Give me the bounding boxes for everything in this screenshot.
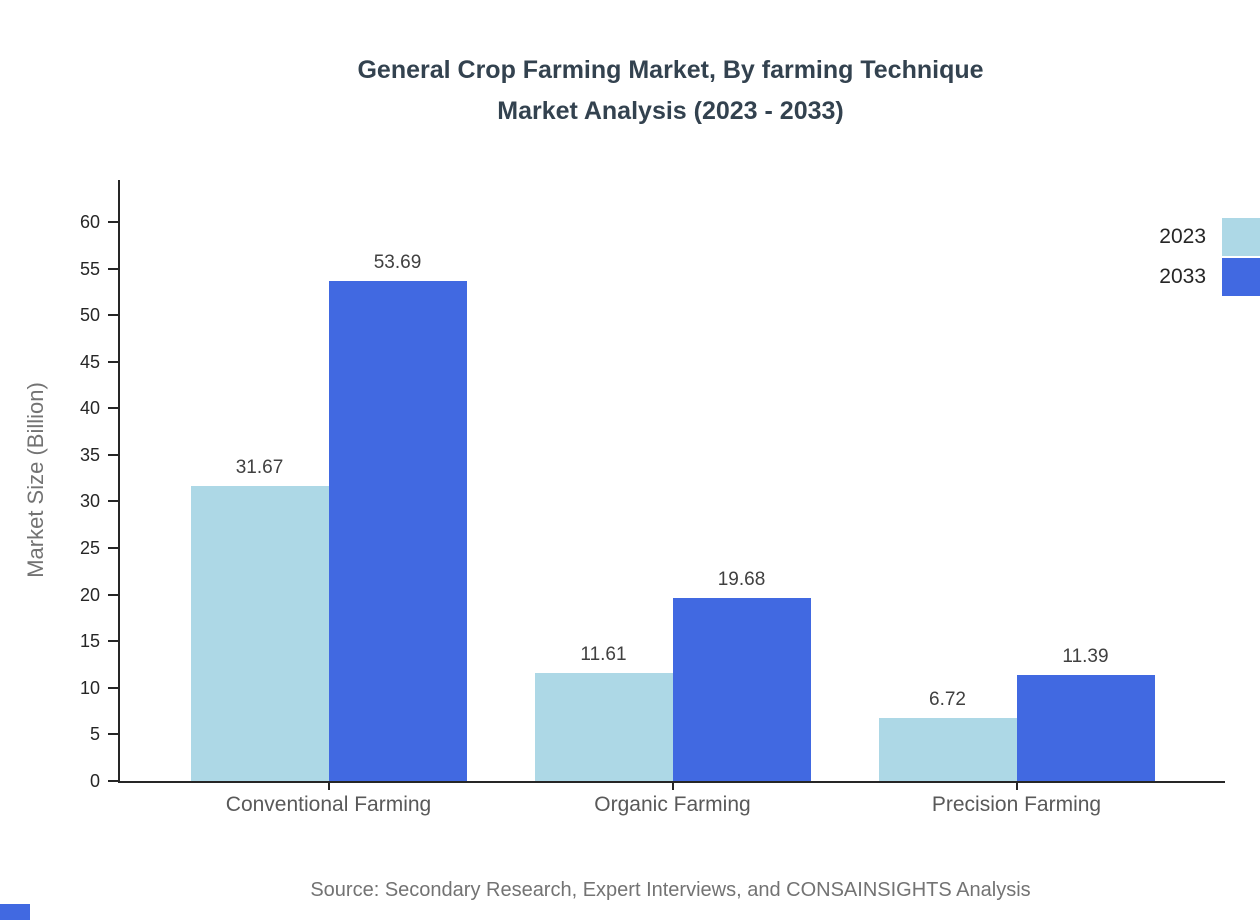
y-axis-tick <box>108 686 118 689</box>
value-label: 19.68 <box>717 568 766 590</box>
category-label: Organic Farming <box>594 793 751 816</box>
value-label: 6.72 <box>929 689 966 711</box>
legend-label: 2023 <box>1159 225 1206 248</box>
source-note: Source: Secondary Research, Expert Inter… <box>310 879 1031 901</box>
bar-2023 <box>878 718 1017 781</box>
y-axis-tick-label: 45 <box>79 351 100 372</box>
value-label: 31.67 <box>235 456 284 478</box>
category-label: Precision Farming <box>931 793 1102 816</box>
legend-item: 2033 <box>1159 258 1260 296</box>
y-axis-tick <box>108 453 118 456</box>
y-axis-tick <box>108 407 118 410</box>
y-axis-tick <box>108 780 118 782</box>
legend: 2023 2033 <box>1159 218 1260 298</box>
x-axis-tick <box>327 781 330 790</box>
value-label: 53.69 <box>373 251 422 273</box>
y-axis-tick-label: 20 <box>79 584 100 605</box>
y-axis-tick-label: 15 <box>79 631 100 652</box>
bar-2033 <box>672 597 811 781</box>
y-axis-tick <box>108 593 118 596</box>
legend-label: 2033 <box>1159 265 1206 288</box>
y-axis-tick-label: 10 <box>79 677 100 698</box>
value-label: 11.61 <box>580 643 627 665</box>
y-axis-tick <box>108 314 118 317</box>
x-axis-tick <box>671 781 674 790</box>
y-axis-tick-label: 35 <box>79 444 100 465</box>
legend-item: 2023 <box>1159 218 1260 256</box>
category-label: Conventional Farming <box>225 793 432 816</box>
y-axis-tick-label: 30 <box>79 491 100 512</box>
y-axis-tick <box>108 733 118 736</box>
y-axis-tick <box>108 360 118 363</box>
x-axis-tick <box>1015 781 1018 790</box>
value-label: 11.39 <box>1062 645 1109 667</box>
y-axis-tick-label: 5 <box>89 724 100 745</box>
y-axis-tick-label: 50 <box>79 305 100 326</box>
bar-2033 <box>328 280 467 781</box>
y-axis-tick <box>108 547 118 550</box>
y-axis-tick-label: 60 <box>79 211 100 232</box>
y-axis-tick-label: 40 <box>79 398 100 419</box>
bar-2023 <box>534 672 673 781</box>
legend-swatch-2023 <box>1222 218 1260 256</box>
bar-2023 <box>190 485 329 781</box>
chart-title-line1: General Crop Farming Market, By farming … <box>357 56 984 84</box>
plot-area: 0 5 10 15 20 25 30 35 40 45 50 55 60 Conventional Far… <box>80 180 1225 816</box>
bar-2033 <box>1016 674 1155 781</box>
legend-swatch-2033 <box>1222 258 1260 296</box>
chart-title: General Crop Farming Market, By farming … <box>118 50 1223 132</box>
y-axis-tick <box>108 220 118 223</box>
y-axis-tick <box>108 500 118 503</box>
y-axis-tick <box>108 640 118 643</box>
chart-title-line2: Market Analysis (2023 - 2033) <box>497 97 844 125</box>
y-axis-tick-label: 25 <box>79 538 100 559</box>
y-axis-title: Market Size (Billion) <box>23 382 48 578</box>
y-axis-tick <box>108 267 118 270</box>
y-axis-tick-label: 0 <box>89 771 100 791</box>
corner-accent <box>0 904 30 920</box>
y-axis-tick-label: 55 <box>79 258 100 279</box>
